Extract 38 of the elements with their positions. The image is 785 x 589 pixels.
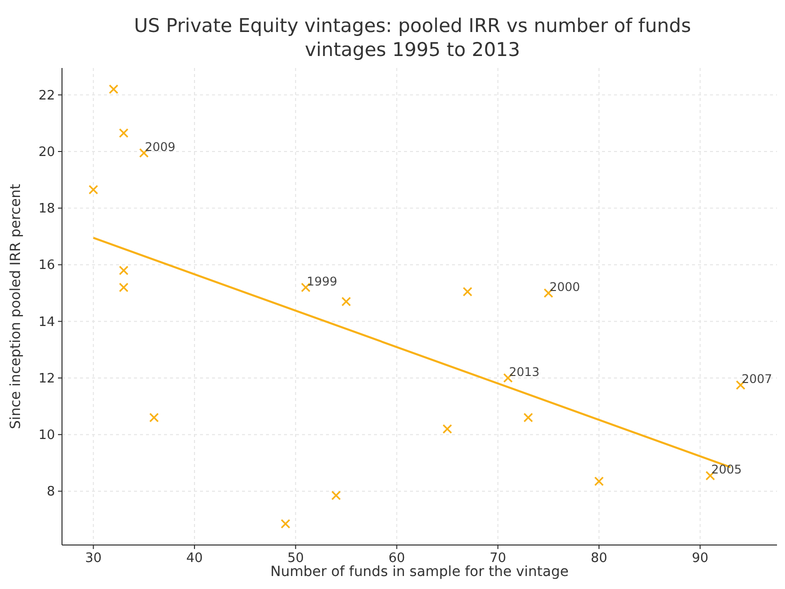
x-tick-label: 30 <box>85 551 102 566</box>
point <box>341 296 351 306</box>
x-tick-label: 50 <box>287 551 304 566</box>
point <box>594 476 604 486</box>
y-tick-label: 20 <box>38 145 55 160</box>
y-tick-label: 16 <box>38 258 55 274</box>
annotation: 1999 <box>306 274 338 288</box>
x-tick-label: 40 <box>186 551 203 566</box>
point <box>118 266 128 276</box>
x-tick-label: 90 <box>692 551 708 566</box>
annotation: 2007 <box>742 372 772 386</box>
point <box>108 84 118 94</box>
y-tick-label: 10 <box>38 428 55 444</box>
y-tick-label: 22 <box>38 88 55 104</box>
y-tick-label: 12 <box>38 371 55 386</box>
y-tick-label: 14 <box>38 314 55 330</box>
point <box>118 128 128 138</box>
point <box>331 490 341 500</box>
point <box>118 282 128 292</box>
annotation: 2000 <box>549 280 580 294</box>
point <box>88 184 98 195</box>
point <box>462 286 472 296</box>
x-tick-label: 70 <box>490 551 506 566</box>
point <box>280 518 290 529</box>
annotation: 2013 <box>508 364 540 379</box>
chart-subtitle: vintages 1995 to 2013 <box>304 39 520 61</box>
x-axis-title: Number of funds in sample for the vintage <box>270 564 569 580</box>
point <box>149 412 159 422</box>
annotation: 2005 <box>711 462 742 477</box>
annotation: 2009 <box>144 140 176 154</box>
y-tick-label: 18 <box>38 202 55 217</box>
x-tick-label: 80 <box>590 551 608 566</box>
point <box>442 424 452 434</box>
y-tick-label: 8 <box>46 484 55 500</box>
y-axis-title: Since inception pooled IRR percent <box>8 183 24 430</box>
x-tick-label: 60 <box>388 551 406 566</box>
point <box>523 412 534 422</box>
chart-title: US Private Equity vintages: pooled IRR vs number of funds <box>134 15 692 37</box>
